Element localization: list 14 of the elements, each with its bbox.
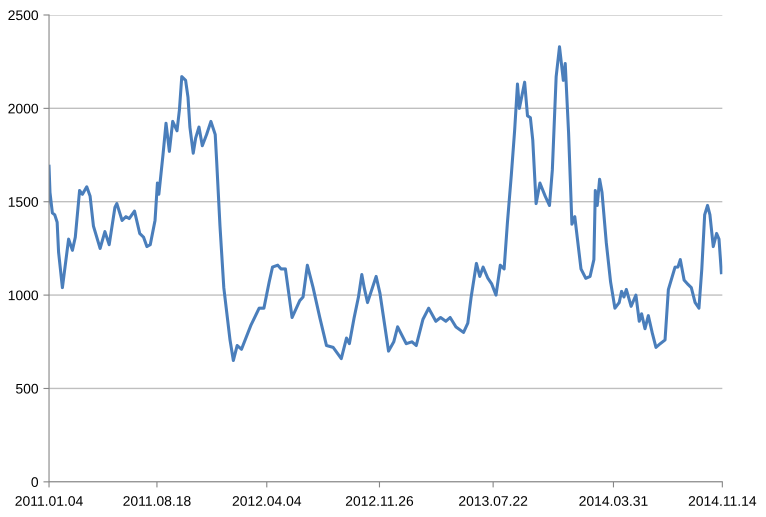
line-series: [49, 45, 722, 362]
x-tick-label: 2013.07.22: [459, 496, 528, 506]
x-tick-label: 2012.11.26: [346, 496, 414, 506]
x-tick-label: 2014.03.31: [579, 496, 648, 506]
y-tick-label: 2500: [8, 10, 38, 20]
y-tick-label: 1000: [8, 290, 38, 300]
y-tick-label: 500: [16, 384, 38, 394]
y-tick-label: 1500: [8, 197, 38, 207]
y-tick-label: 2000: [8, 104, 38, 114]
x-tick-label: 2011.01.04: [15, 496, 83, 506]
y-tick-label: 0: [31, 477, 38, 488]
x-tick-label: 2014.11.14: [688, 496, 756, 506]
x-tick-label: 2011.08.18: [123, 496, 191, 506]
x-tick-label: 2012.04.04: [232, 496, 302, 506]
